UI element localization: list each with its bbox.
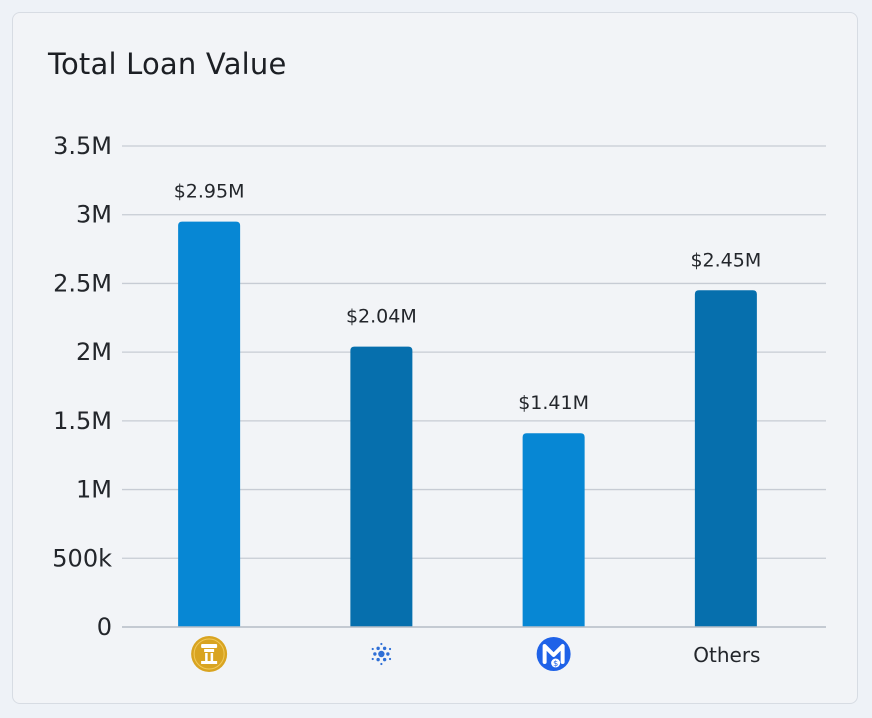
bar-value-label: $2.95M (174, 181, 245, 203)
y-tick-label: 3M (76, 201, 112, 229)
y-tick-label: 500k (52, 544, 112, 572)
m-dollar-coin-icon: $ (536, 637, 571, 671)
bar[interactable] (350, 346, 413, 627)
gold-coin-icon (191, 636, 228, 672)
bar-value-label: $2.04M (346, 306, 417, 328)
bar[interactable] (694, 290, 757, 627)
y-tick-label: 1.5M (53, 407, 112, 435)
bar-value-label: $2.45M (690, 249, 761, 271)
y-tick-label: 2.5M (53, 269, 112, 297)
y-tick-label: 1M (76, 476, 112, 504)
card-title: Total Loan Value (48, 47, 287, 81)
x-category-label: Others (693, 643, 760, 667)
y-tick-label: 0 (97, 613, 112, 641)
cardano-icon (371, 642, 392, 666)
bar-value-label: $1.41M (518, 392, 589, 414)
y-tick-label: 3.5M (53, 132, 112, 160)
y-tick-label: 2M (76, 338, 112, 366)
bar[interactable] (178, 221, 241, 628)
svg-text:$: $ (553, 659, 558, 668)
bar[interactable] (522, 433, 585, 627)
